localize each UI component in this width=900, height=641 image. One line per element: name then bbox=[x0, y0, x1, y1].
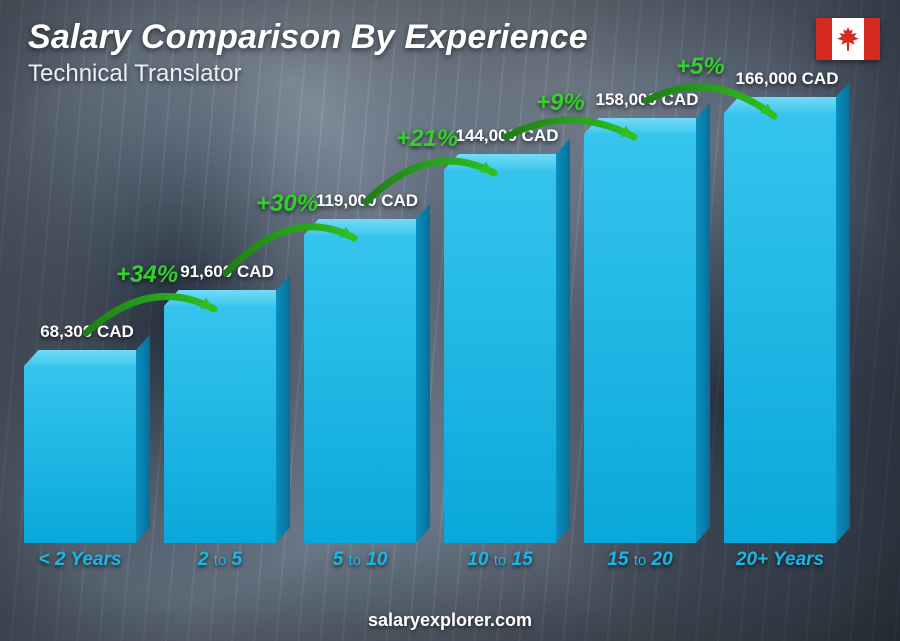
bar-top bbox=[444, 154, 570, 170]
percent-increase-label: +30% bbox=[256, 190, 318, 218]
bar-side bbox=[136, 334, 150, 543]
category-label: 10 to 15 bbox=[440, 549, 560, 571]
value-label: 166,000 CAD bbox=[720, 69, 854, 89]
category-label: 2 to 5 bbox=[160, 549, 280, 571]
bar bbox=[584, 134, 696, 543]
value-label: 119,000 CAD bbox=[300, 191, 434, 211]
page-title: Salary Comparison By Experience bbox=[28, 18, 588, 57]
bar-top bbox=[724, 97, 850, 113]
bar-front bbox=[304, 235, 416, 543]
chart-column: 20+ Years166,000 CAD bbox=[720, 113, 840, 571]
bar-side bbox=[836, 81, 850, 543]
value-label: 144,000 CAD bbox=[440, 126, 574, 146]
bar bbox=[164, 306, 276, 543]
flag-band-left bbox=[816, 18, 832, 60]
salary-bar-chart: < 2 Years68,300 CAD2 to 591,600 CAD5 to … bbox=[20, 110, 856, 571]
bar-top bbox=[164, 290, 290, 306]
percent-increase-label: +34% bbox=[116, 261, 178, 289]
bar bbox=[304, 235, 416, 543]
value-label: 91,600 CAD bbox=[160, 262, 294, 282]
bar bbox=[24, 366, 136, 543]
chart-column: < 2 Years68,300 CAD bbox=[20, 113, 140, 571]
bar-top bbox=[24, 350, 150, 366]
category-label: 20+ Years bbox=[720, 549, 840, 571]
footer-credit: salaryexplorer.com bbox=[0, 610, 900, 631]
percent-increase-label: +5% bbox=[676, 53, 725, 81]
page-subtitle: Technical Translator bbox=[28, 60, 241, 88]
value-label: 68,300 CAD bbox=[20, 322, 154, 342]
bar bbox=[724, 113, 836, 543]
bar-top bbox=[304, 219, 430, 235]
bar-side bbox=[276, 274, 290, 543]
bar-front bbox=[164, 306, 276, 543]
bar-side bbox=[416, 203, 430, 543]
bar-front bbox=[24, 366, 136, 543]
stage: Salary Comparison By Experience Technica… bbox=[0, 0, 900, 641]
bar-side bbox=[556, 138, 570, 543]
chart-column: 5 to 10119,000 CAD bbox=[300, 113, 420, 571]
chart-column: 2 to 591,600 CAD bbox=[160, 113, 280, 571]
bar-top bbox=[584, 118, 710, 134]
bar-front bbox=[584, 134, 696, 543]
percent-increase-label: +21% bbox=[396, 125, 458, 153]
value-label: 158,000 CAD bbox=[580, 90, 714, 110]
bar-side bbox=[696, 102, 710, 543]
flag-band-right bbox=[864, 18, 880, 60]
category-label: 15 to 20 bbox=[580, 549, 700, 571]
bar bbox=[444, 170, 556, 543]
maple-leaf-icon bbox=[837, 27, 859, 51]
bar-front bbox=[724, 113, 836, 543]
chart-column: 10 to 15144,000 CAD bbox=[440, 113, 560, 571]
category-label: < 2 Years bbox=[20, 549, 140, 571]
percent-increase-label: +9% bbox=[536, 89, 585, 117]
chart-column: 15 to 20158,000 CAD bbox=[580, 113, 700, 571]
bar-front bbox=[444, 170, 556, 543]
category-label: 5 to 10 bbox=[300, 549, 420, 571]
flag-canada bbox=[816, 18, 880, 60]
